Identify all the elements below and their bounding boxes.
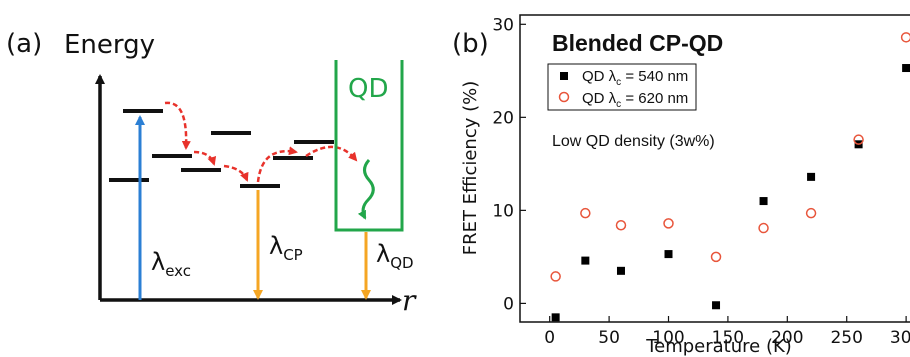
transfer-arrow [193, 150, 217, 166]
point-series-0 [712, 301, 721, 310]
x-tick-label: 200 [771, 328, 803, 348]
energy-levels [109, 109, 334, 188]
legend: QD λc = 540 nm QD λc = 620 nm [547, 63, 697, 111]
point-series-0 [664, 250, 673, 259]
x-tick-label: 150 [712, 328, 744, 348]
panel-a-label: (a) [6, 29, 42, 59]
x-tick-label: 250 [830, 328, 862, 348]
point-series-1 [758, 222, 769, 234]
x-tick-label: 50 [598, 328, 620, 348]
plot-frame [519, 14, 910, 323]
energy-transfer-arrows [164, 101, 358, 183]
legend-marker-540 [560, 72, 568, 80]
panel-b-label: (b) [452, 29, 489, 59]
annotation-low-qd-density: Low QD density (3w%) [552, 133, 715, 150]
transfer-arrow [223, 164, 249, 182]
x-axis-ticks: 0 50 100 150 200 250 300 [544, 316, 910, 348]
r-axis-label: r [402, 284, 417, 317]
qd-relaxation-arrow [357, 158, 375, 220]
y-axis-title: FRET Efficiency (%) [460, 81, 481, 256]
point-series-0 [551, 313, 560, 322]
y-tick-label: 20 [492, 108, 514, 128]
y-tick-label: 0 [503, 294, 514, 314]
legend-entry-540: QD λc = 540 nm [582, 68, 688, 88]
fret-efficiency-chart: 0 10 20 30 0 50 100 150 200 250 300 Blended CP-QD… [460, 14, 910, 357]
legend-marker-620 [558, 91, 570, 103]
x-axis-title: Temperature (K) [645, 336, 792, 357]
panel-a-energy-diagram: (a) Energy r QD λe [6, 29, 417, 317]
data-points [550, 32, 910, 322]
point-series-1 [853, 134, 864, 145]
qd-label: QD [348, 74, 389, 104]
point-series-0 [581, 256, 590, 265]
y-tick-label: 10 [492, 201, 514, 221]
legend-box [547, 63, 697, 111]
point-series-0 [759, 197, 768, 206]
chart-title: Blended CP-QD [552, 30, 723, 56]
transfer-arrow [305, 145, 358, 162]
point-series-1 [805, 207, 817, 219]
x-tick-label: 100 [652, 328, 684, 348]
transfer-arrow [164, 101, 191, 150]
point-series-0 [616, 266, 625, 275]
point-series-1 [580, 207, 591, 219]
transfer-arrow [256, 146, 298, 183]
y-axis-ticks: 0 10 20 30 [492, 15, 526, 314]
x-tick-label: 0 [544, 328, 555, 348]
point-series-1 [663, 218, 674, 229]
point-series-0 [807, 172, 816, 181]
legend-entry-620: QD λc = 620 nm [582, 90, 688, 110]
lambda-qd-label: λQD [376, 240, 414, 272]
lambda-exc-label: λexc [151, 248, 191, 280]
point-series-1 [900, 32, 910, 43]
point-series-1 [615, 219, 627, 231]
energy-axis-label: Energy [64, 30, 155, 60]
y-tick-label: 30 [492, 15, 514, 35]
x-tick-label: 300 [890, 328, 910, 348]
point-series-0 [902, 64, 910, 73]
lambda-cp-label: λCP [269, 232, 303, 264]
point-series-1 [550, 271, 561, 282]
point-series-1 [710, 251, 722, 263]
qd-well [334, 60, 404, 232]
